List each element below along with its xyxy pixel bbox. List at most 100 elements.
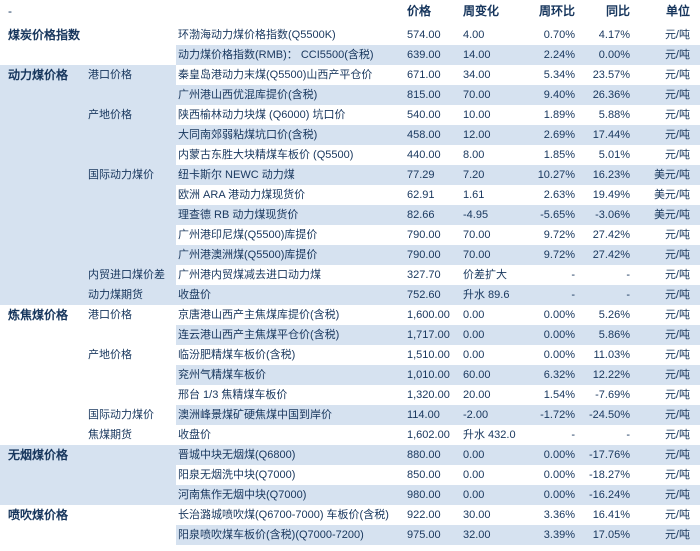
cell-category xyxy=(0,45,84,65)
cell-unit: 元/吨 xyxy=(632,85,700,105)
cell-price: 790.00 xyxy=(407,229,441,241)
cell-category xyxy=(0,85,84,105)
cell-week-change: 0.00 xyxy=(455,325,523,345)
cell-week-change: 14.00 xyxy=(455,45,523,65)
cell-unit: 美元/吨 xyxy=(632,205,700,225)
cell-name: 兖州气精煤车板价 xyxy=(176,365,400,385)
cell-yoy-percent: - xyxy=(626,429,630,441)
cell-yoy-percent: 5.26% xyxy=(598,309,630,321)
cell-name: 连云港山西产主焦煤平仓价(含税) xyxy=(176,325,400,345)
cell-yoy-percent: 27.42% xyxy=(592,229,630,241)
cell-category xyxy=(0,105,84,125)
cell-name: 陕西榆林动力块煤 (Q6000) 坑口价 xyxy=(178,109,346,121)
table-row: 无烟煤价格 晋城中块无烟煤(Q6800) 880.00 0.00 0.00% -17.76… xyxy=(0,445,700,465)
cell-wow-percent: 2.69% xyxy=(523,125,577,145)
cell-wow-percent: 3.36% xyxy=(543,509,575,521)
cell-price: 752.60 xyxy=(400,285,455,305)
cell-unit: 元/吨 xyxy=(664,269,690,281)
cell-week-change: 34.00 xyxy=(463,69,491,81)
cell-yoy-percent: 17.05% xyxy=(577,525,632,545)
table-row: 内蒙古东胜大块精煤车板价 (Q5500) 440.00 8.00 1.85% 5.01%… xyxy=(0,145,700,165)
cell-yoy-percent: -18.27% xyxy=(589,469,630,481)
cell-week-change: 0.00 xyxy=(455,445,523,465)
cell-category xyxy=(0,485,84,505)
cell-week-change: 0.00 xyxy=(463,349,485,361)
cell-yoy-percent: -16.24% xyxy=(577,485,632,505)
cell-category xyxy=(0,405,84,425)
cell-week-change: -2.00 xyxy=(455,405,523,425)
cell-name: 京唐港山西产主焦煤库提价(含税) xyxy=(178,309,340,321)
cell-unit: 美元/吨 xyxy=(653,189,690,201)
cell-category xyxy=(0,425,84,445)
cell-week-change: 8.00 xyxy=(463,149,485,161)
cell-name: 欧洲 ARA 港动力煤现货价 xyxy=(178,189,306,201)
table-row: 国际动力煤价 澳洲峰景煤矿硬焦煤中国到岸价 114.00 -2.00 -1.72% -24… xyxy=(0,405,700,425)
cell-price: 975.00 xyxy=(400,525,455,545)
cell-name: 秦皇岛港动力末煤(Q5500)山西产平仓价 xyxy=(178,69,373,81)
cell-wow-percent: 1.54% xyxy=(543,389,575,401)
cell-price: 114.00 xyxy=(400,405,455,425)
cell-subcategory xyxy=(84,205,176,225)
cell-category xyxy=(0,225,84,245)
cell-yoy-percent: -17.76% xyxy=(577,445,632,465)
cell-name: 动力煤价格指数(RMB)： CCI5500(含税) xyxy=(176,45,400,65)
table-row: 动力煤价格指数(RMB)： CCI5500(含税) 639.00 14.00 2.24… xyxy=(0,45,700,65)
cell-yoy-percent: - xyxy=(577,285,632,305)
cell-week-change: 升水 432.0 xyxy=(463,429,516,441)
cell-subcategory: 港口价格 xyxy=(84,65,176,85)
cell-week-change: 0.00 xyxy=(455,485,523,505)
cell-wow-percent: 1.85% xyxy=(543,149,575,161)
cell-wow-percent: - xyxy=(571,429,575,441)
cell-unit: 元/吨 xyxy=(632,325,700,345)
cell-price: 815.00 xyxy=(400,85,455,105)
cell-week-change: 0.00 xyxy=(463,309,485,321)
table-row: 阳泉无烟洗中块(Q7000) 850.00 0.00 0.00% -18.27% 元/吨 xyxy=(0,465,700,485)
cell-subcategory xyxy=(84,22,176,45)
cell-name: 理查德 RB 动力煤现货价 xyxy=(176,205,400,225)
cell-name: 澳洲峰景煤矿硬焦煤中国到岸价 xyxy=(176,405,400,425)
header-row: - 价格 周变化 周环比 同比 单位 xyxy=(0,0,700,25)
cell-week-change: 20.00 xyxy=(463,389,491,401)
cell-unit: 元/吨 xyxy=(632,125,700,145)
cell-wow-percent: 0.70% xyxy=(523,22,577,45)
cell-subcategory: 产地价格 xyxy=(84,105,176,125)
table-row: 理查德 RB 动力煤现货价 82.66 -4.95 -5.65% -3.06% 美元/吨 xyxy=(0,205,700,225)
cell-price: 1,510.00 xyxy=(407,349,450,361)
table-row: 煤炭价格指数 环渤海动力煤价格指数(Q5500K) 574.00 4.00 0.70% 4… xyxy=(0,22,700,45)
cell-category xyxy=(0,185,84,205)
header-week-change: 周变化 xyxy=(455,0,523,25)
cell-category xyxy=(0,165,84,185)
cell-unit: 元/吨 xyxy=(664,389,690,401)
cell-week-change: 4.00 xyxy=(455,22,523,45)
cell-subcategory xyxy=(84,185,176,205)
cell-yoy-percent: 0.00% xyxy=(577,45,632,65)
table-row: 内贸进口煤价差 广州港内贸煤减去进口动力煤 327.70 价差扩大 - - 元/吨 xyxy=(0,265,700,285)
cell-week-change: 30.00 xyxy=(463,509,491,521)
cell-category xyxy=(0,145,84,165)
cell-wow-percent: 6.32% xyxy=(523,365,577,385)
cell-name: 阳泉喷吹煤车板价(含税)(Q7000-7200) xyxy=(176,525,400,545)
cell-unit: 元/吨 xyxy=(632,245,700,265)
cell-subcategory: 港口价格 xyxy=(88,309,132,321)
table-row: 炼焦煤价格 港口价格 京唐港山西产主焦煤库提价(含税) 1,600.00 0.00 0.0… xyxy=(0,305,700,325)
table-row: 大同南郊弱粘煤坑口价(含税) 458.00 12.00 2.69% 17.44% 元/吨 xyxy=(0,125,700,145)
cell-week-change: 10.00 xyxy=(463,109,491,121)
cell-yoy-percent: 12.22% xyxy=(577,365,632,385)
table-row: 邢台 1/3 焦精煤车板价 1,320.00 20.00 1.54% -7.69% 元/吨 xyxy=(0,385,700,405)
cell-yoy-percent: 23.57% xyxy=(592,69,630,81)
cell-subcategory xyxy=(84,245,176,265)
table-row: 喷吹煤价格 长治潞城喷吹煤(Q6700-7000) 车板价(含税) 922.00 30… xyxy=(0,505,700,525)
cell-subcategory: 国际动力煤价 xyxy=(88,409,154,421)
cell-category xyxy=(0,385,84,405)
cell-unit: 元/吨 xyxy=(632,285,700,305)
cell-price: 540.00 xyxy=(407,109,441,121)
cell-price: 458.00 xyxy=(400,125,455,145)
header-price: 价格 xyxy=(400,0,455,25)
cell-name: 内蒙古东胜大块精煤车板价 (Q5500) xyxy=(178,149,354,161)
cell-yoy-percent: 16.23% xyxy=(577,165,632,185)
cell-wow-percent: 0.00% xyxy=(543,469,575,481)
cell-unit: 元/吨 xyxy=(664,509,690,521)
cell-yoy-percent: 26.36% xyxy=(577,85,632,105)
cell-category xyxy=(0,325,84,345)
